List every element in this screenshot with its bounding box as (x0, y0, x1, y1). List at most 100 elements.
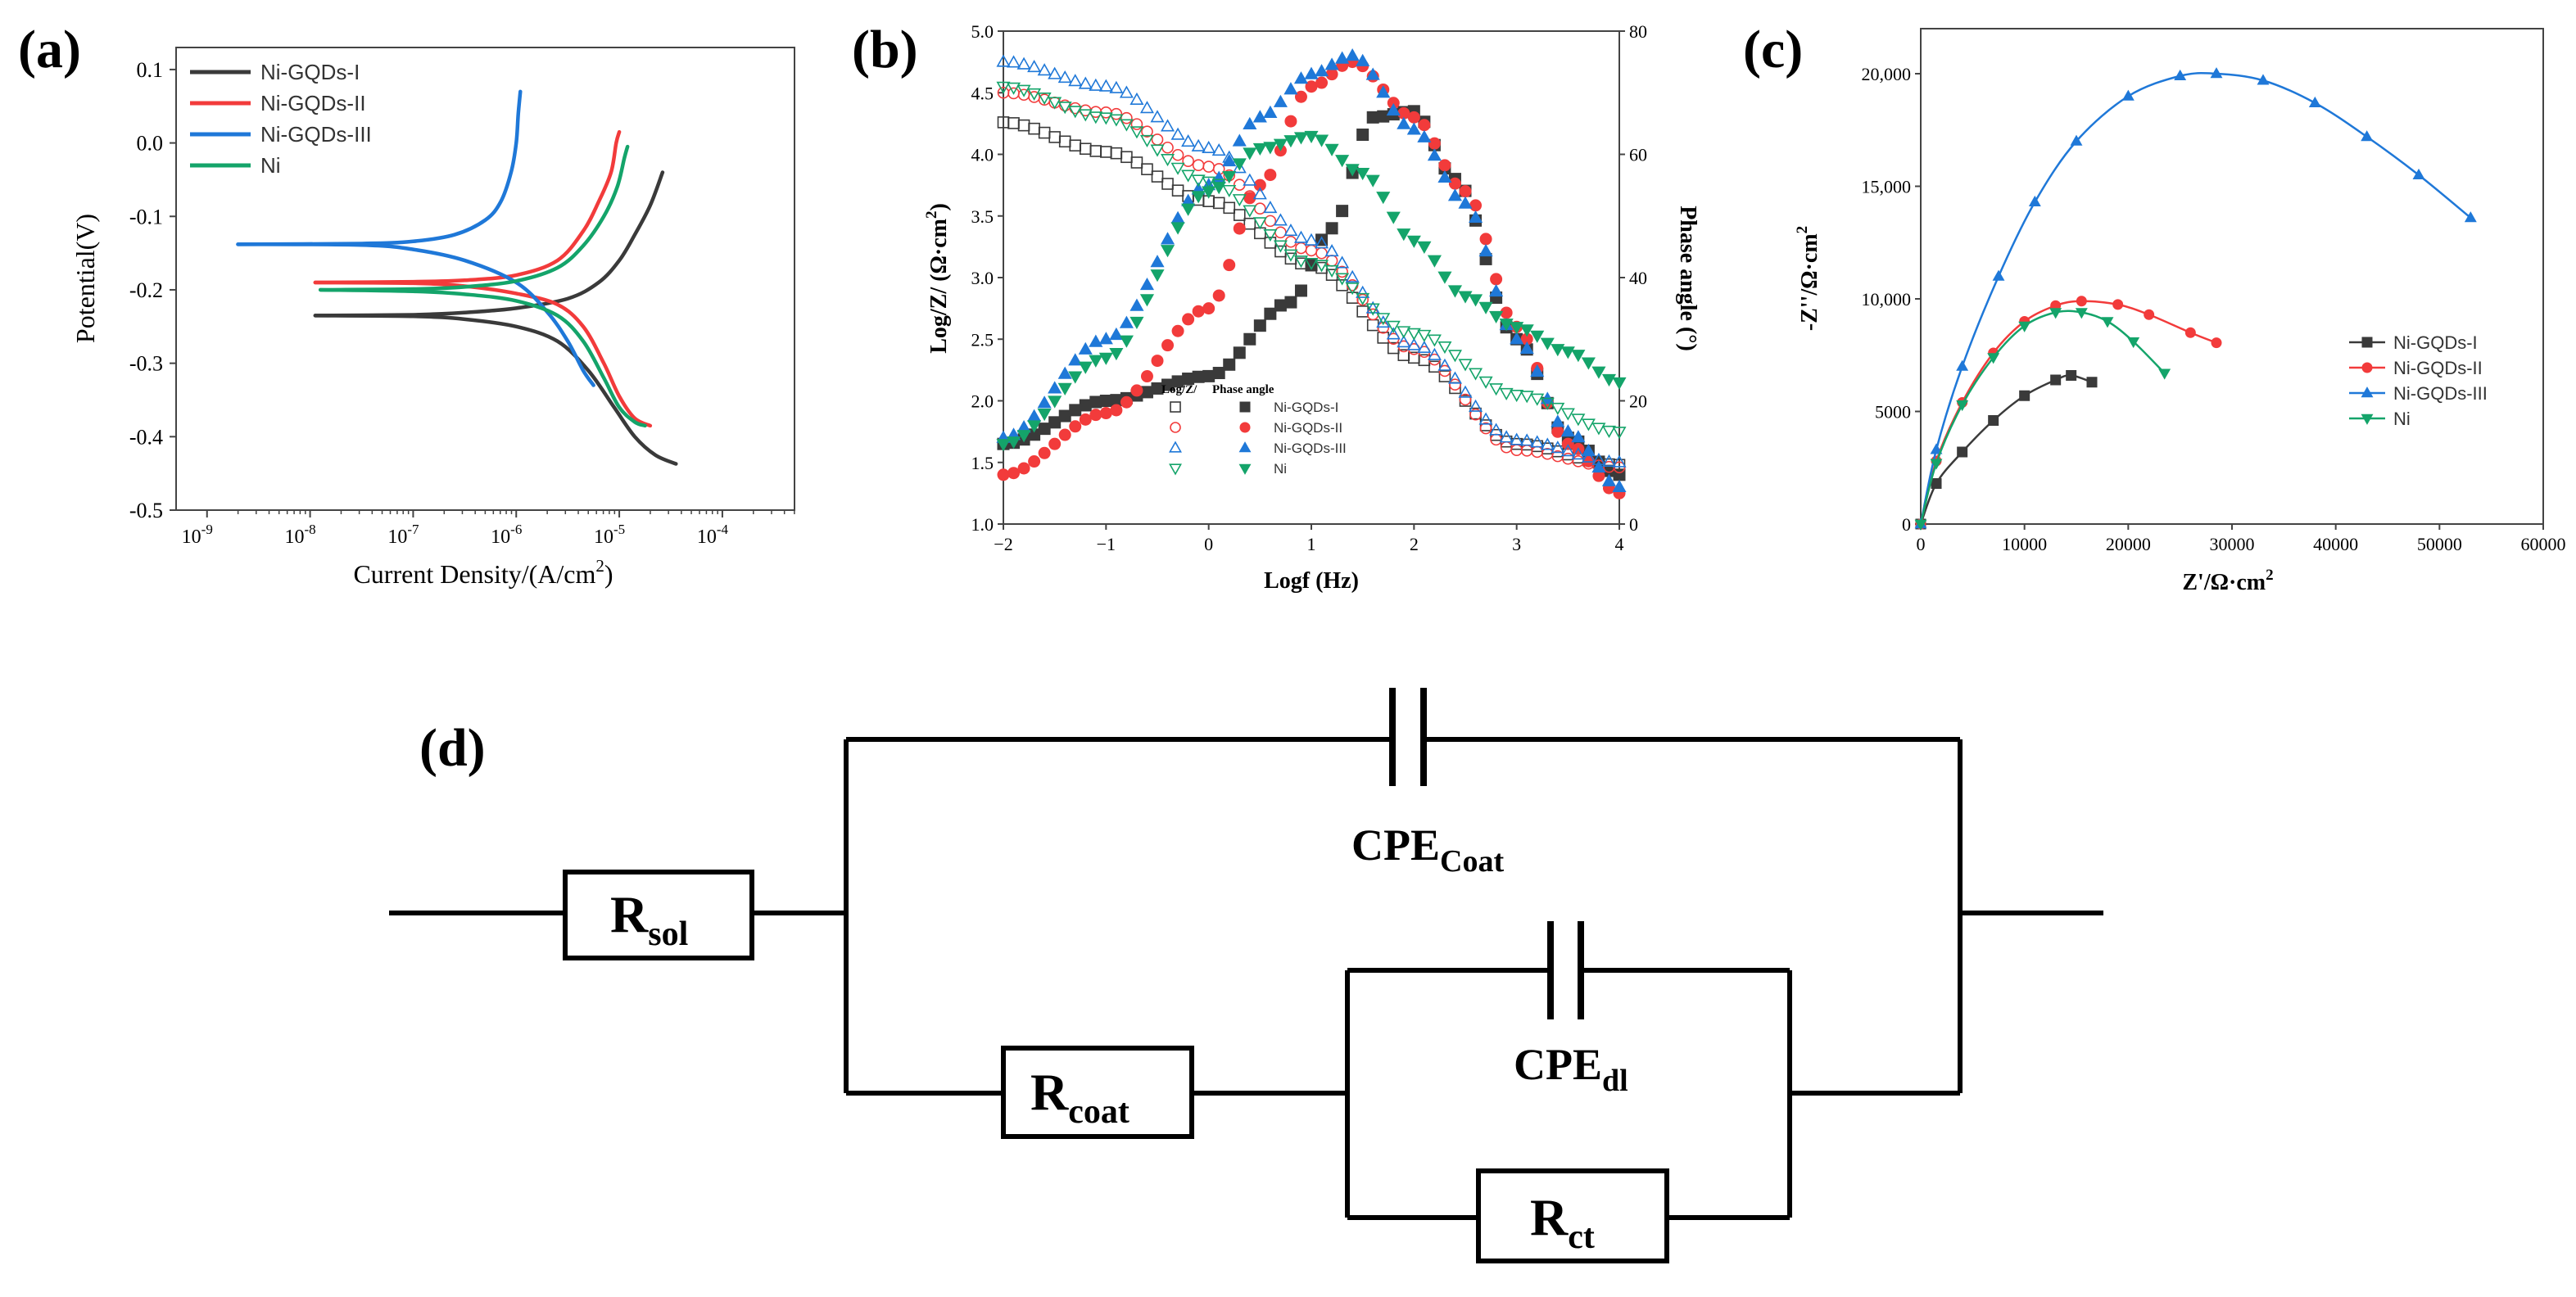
logz-point-ni-gqds-iii (1601, 454, 1616, 467)
logz-point-ni-gqds-ii (1141, 125, 1153, 138)
panel-d-label: (d) (419, 718, 486, 778)
data-point-ni-gqds-i (2086, 377, 2098, 388)
phase-point-ni (1119, 335, 1134, 348)
x-tick-label: 3 (1512, 534, 1521, 554)
x-axis-ticks: −2 −1 0 1 2 3 4 (994, 524, 1624, 554)
x-tick-label: 0 (1917, 534, 1926, 554)
series-ni-gqds-ii-line (1919, 300, 2217, 525)
x-tick-label: 10-5 (594, 522, 625, 548)
phase-point-ni (1273, 138, 1288, 151)
phase-point-ni-gqds-i (1366, 111, 1379, 124)
logz-point-ni-gqds-i (1120, 151, 1133, 164)
logz-point-ni (1119, 119, 1134, 132)
logz-point-ni (1417, 329, 1432, 342)
logz-point-ni-gqds-iii (1098, 79, 1113, 92)
phase-point-ni (1037, 408, 1052, 422)
phase-point-ni-gqds-iii (1601, 473, 1617, 486)
x-tick-label: 10000 (2002, 534, 2047, 554)
y-left-tick-label: 4.5 (971, 83, 994, 103)
phase-point-ni (1078, 361, 1093, 374)
data-point-ni-gqds-iii (1992, 269, 2005, 281)
panel-b: (b) 1.01.52.02.53.03.54.04.55.0 02040608… (852, 20, 1700, 594)
panel-b-label: (b) (852, 20, 918, 79)
phase-point-ni-gqds-iii (1458, 196, 1473, 209)
phase-point-ni (1109, 348, 1124, 361)
logz-point-ni-gqds-ii (1613, 461, 1626, 474)
phase-point-ni-gqds-ii (1130, 384, 1143, 397)
data-point-ni-gqds-i (2019, 390, 2030, 401)
x-tick-label: 60000 (2521, 534, 2566, 554)
y-tick-label: 5000 (1875, 402, 1911, 423)
y-right-tick-label: 60 (1629, 145, 1647, 165)
logz-point-ni-gqds-ii (1264, 215, 1277, 228)
phase-point-ni (1324, 143, 1339, 156)
phase-point-ni-gqds-ii (1110, 404, 1123, 417)
legend: Ni-GQDs-I Ni-GQDs-II Ni-GQDs-III Ni (190, 60, 372, 178)
phase-point-ni (1356, 167, 1370, 181)
phase-point-ni-gqds-i (1294, 284, 1307, 297)
phase-point-ni (1551, 344, 1565, 357)
logz-point-ni-gqds-ii (1202, 160, 1215, 173)
logz-point-ni (1037, 92, 1052, 106)
y-tick-label: 15,000 (1862, 177, 1912, 197)
logz-point-ni-gqds-ii (1438, 364, 1451, 377)
phase-point-ni-gqds-iii (1293, 71, 1309, 84)
logz-point-ni (1612, 427, 1627, 440)
logz-point-ni (1243, 205, 1257, 218)
phase-point-ni-gqds-iii (1427, 148, 1442, 161)
logz-point-ni-gqds-ii (1192, 159, 1205, 171)
logz-point-ni-gqds-i (1007, 117, 1020, 129)
data-point-ni-gqds-iii (2121, 89, 2135, 101)
phase-point-ni (1345, 164, 1360, 177)
logz-point-ni (1150, 144, 1165, 157)
y-tick-label: 20,000 (1862, 64, 1912, 84)
logz-point-ni (1571, 414, 1586, 427)
phase-point-ni (1181, 203, 1196, 216)
phase-point-ni (1386, 211, 1401, 224)
y-right-axis-label: Phase angle (°) (1675, 206, 1700, 351)
y-left-tick-label: 2.5 (971, 329, 994, 350)
data-point-ni-gqds-i (1988, 415, 1999, 426)
data-point-ni-gqds-iii (2361, 130, 2374, 142)
phase-point-ni (1397, 228, 1411, 242)
phase-point-ni-gqds-ii (1212, 289, 1225, 302)
phase-point-ni-gqds-iii (1222, 153, 1237, 167)
logz-point-ni (1335, 273, 1350, 286)
phase-point-ni-gqds-ii (1151, 355, 1164, 368)
x-tick-label: 40000 (2313, 534, 2358, 554)
y-axis-ticks: 0.1 0.0 -0.1 -0.2 -0.3 -0.4 -0.5 (129, 58, 176, 522)
phase-point-ni-gqds-iii (1273, 94, 1288, 107)
logz-point-ni-gqds-i (1377, 332, 1390, 344)
phase-point-ni-gqds-iii (1386, 102, 1401, 116)
phase-point-ni-gqds-iii (1612, 479, 1627, 492)
logz-point-ni-gqds-iii (1232, 160, 1247, 174)
logz-point-ni (1232, 194, 1247, 207)
phase-point-ni (1540, 337, 1555, 350)
logz-point-ni-gqds-i (1171, 184, 1184, 197)
phase-point-ni (1510, 322, 1524, 335)
phase-point-ni-gqds-ii (1448, 177, 1461, 190)
phase-point-ni-gqds-iii (1027, 409, 1042, 422)
logz-point-ni (1560, 408, 1575, 421)
logz-point-ni (1489, 383, 1504, 396)
phase-point-ni-gqds-ii (1048, 437, 1062, 450)
data-point-ni-gqds-iii (2464, 211, 2477, 223)
logz-point-ni (1315, 260, 1329, 273)
phase-point-ni (1499, 319, 1514, 332)
series-ni-line (1919, 310, 2166, 525)
phase-point-ni-gqds-iii (1263, 105, 1278, 118)
phase-point-ni-gqds-ii (1284, 115, 1297, 128)
series-ni-anodic-branch (318, 144, 630, 292)
logz-point-ni-gqds-iii (1252, 187, 1267, 200)
phase-point-ni-gqds-ii (1038, 446, 1051, 459)
series-ni-gqds-iii-cathodic-branch (236, 242, 595, 387)
logz-point-ni-gqds-iii (1530, 435, 1545, 448)
phase-point-ni (1571, 350, 1586, 363)
x-axis-ticks: 10-9 10-8 10-7 10-6 10-5 10-4 (182, 510, 795, 548)
logz-point-ni (1252, 217, 1267, 230)
logz-point-ni-gqds-iii (1161, 119, 1175, 132)
logz-point-ni-gqds-i (1428, 360, 1441, 373)
phase-point-ni (1098, 352, 1113, 365)
logz-point-ni-gqds-iii (1304, 233, 1319, 246)
phase-point-ni-gqds-iii (1519, 341, 1534, 355)
